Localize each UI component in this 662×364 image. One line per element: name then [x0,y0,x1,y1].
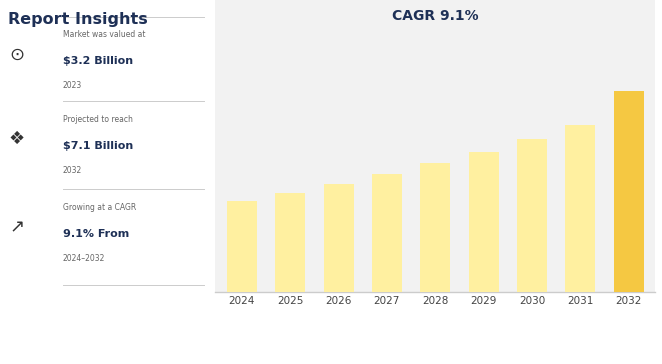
Text: CAGR 9.1%: CAGR 9.1% [392,9,479,23]
Text: Report Code: A53505: Report Code: A53505 [10,347,100,356]
Text: 2032: 2032 [62,166,82,175]
Text: Projected to reach: Projected to reach [62,115,132,124]
Bar [517,139,547,292]
Text: $7.1 Billion: $7.1 Billion [62,141,133,151]
Text: ↗: ↗ [9,218,24,236]
Text: Allied Market Research: Allied Market Research [524,321,652,331]
Bar [324,184,354,292]
Bar [420,163,450,292]
Bar [565,125,595,292]
Text: Growing at a CAGR: Growing at a CAGR [62,203,136,212]
Bar [372,174,402,292]
Bar [614,91,643,292]
Text: © All right reserved: © All right reserved [568,347,652,356]
Text: 2023: 2023 [62,81,82,90]
Bar [469,152,498,292]
Text: Wire Pulling And Tensioning Market: Wire Pulling And Tensioning Market [10,321,207,331]
Text: $3.2 Billion: $3.2 Billion [62,56,132,66]
Text: Market was valued at: Market was valued at [62,30,145,39]
Text: 9.1% From: 9.1% From [62,229,129,239]
Bar [227,201,257,292]
Text: ❖: ❖ [9,130,24,148]
Bar [275,193,305,292]
Text: ⊙: ⊙ [9,46,24,63]
Text: 2024–2032: 2024–2032 [62,254,105,263]
Text: Report Insights: Report Insights [9,12,148,27]
